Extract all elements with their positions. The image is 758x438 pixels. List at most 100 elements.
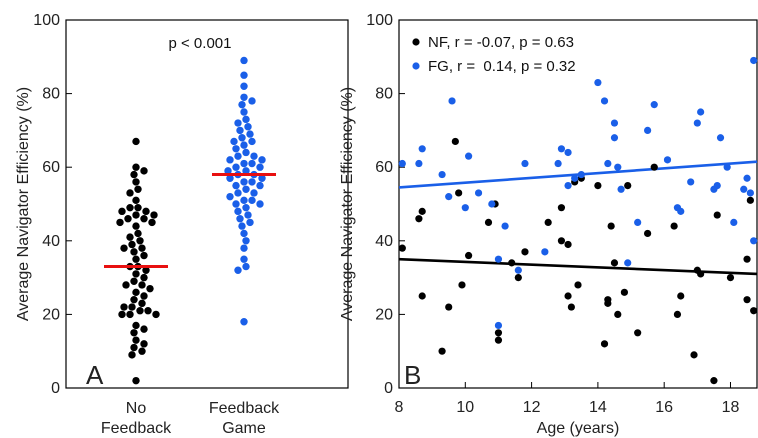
fg-age-point bbox=[494, 255, 503, 263]
nf-point bbox=[140, 340, 148, 348]
nf-point bbox=[132, 270, 140, 278]
fg-point bbox=[240, 178, 248, 186]
nf-point bbox=[132, 196, 140, 205]
nf-age-point bbox=[673, 310, 682, 318]
nf-point bbox=[120, 244, 128, 252]
nf-point bbox=[128, 351, 136, 359]
fg-point bbox=[248, 178, 256, 186]
fg-age-point bbox=[600, 97, 609, 105]
fg-age-point bbox=[448, 97, 456, 105]
nf-age-point bbox=[557, 237, 566, 245]
nf-point bbox=[134, 229, 142, 238]
nf-point bbox=[140, 292, 148, 300]
y-tick-label-a: 20 bbox=[42, 306, 60, 323]
fg-age-point bbox=[514, 266, 522, 274]
nf-point bbox=[126, 233, 134, 241]
nf-point bbox=[132, 163, 140, 171]
fg-age-point bbox=[577, 170, 585, 179]
fg-point bbox=[240, 318, 248, 326]
x-tick-label-b: 10 bbox=[456, 399, 474, 416]
legend-label-fg: FG, r = 0.14, p = 0.32 bbox=[428, 58, 576, 75]
fg-point bbox=[246, 130, 254, 138]
fg-age-point bbox=[677, 207, 685, 215]
fg-age-point bbox=[644, 126, 652, 134]
nf-point bbox=[138, 244, 146, 252]
fg-point bbox=[242, 262, 250, 271]
nf-age-point bbox=[494, 336, 503, 344]
panel-b-frame bbox=[398, 19, 758, 389]
y-tick-label-a: 100 bbox=[33, 12, 60, 29]
fg-point bbox=[240, 196, 248, 205]
panel-a-label: A bbox=[86, 360, 104, 390]
fg-point bbox=[240, 159, 248, 168]
nf-age-point bbox=[574, 281, 582, 289]
fg-age-point bbox=[730, 218, 738, 226]
fg-age-point bbox=[663, 156, 672, 164]
nf-age-point bbox=[494, 329, 503, 337]
nf-point bbox=[118, 310, 126, 319]
panel-a-frame bbox=[65, 19, 349, 389]
fg-age-point bbox=[465, 152, 473, 160]
fg-point bbox=[240, 229, 248, 238]
legend-marker-fg bbox=[412, 62, 420, 70]
nf-point bbox=[132, 255, 140, 263]
fg-age-point bbox=[610, 134, 619, 142]
fg-point bbox=[248, 137, 256, 146]
y-tick-label-b: 100 bbox=[366, 12, 393, 29]
nf-point bbox=[144, 307, 152, 315]
fg-point bbox=[250, 189, 258, 197]
nf-point bbox=[128, 240, 136, 249]
y-tick-label-a: 80 bbox=[42, 86, 60, 103]
fg-age-point bbox=[438, 170, 446, 179]
nf-age-point bbox=[544, 218, 552, 226]
nf-age-point bbox=[743, 255, 751, 263]
nf-age-point bbox=[415, 215, 423, 223]
nf-point bbox=[150, 211, 158, 219]
nf-age-point bbox=[690, 351, 698, 359]
fg-age-point bbox=[474, 189, 483, 197]
fg-age-point bbox=[750, 237, 758, 245]
fg-point bbox=[236, 215, 244, 223]
nf-point bbox=[140, 167, 148, 175]
nf-point bbox=[130, 329, 138, 337]
y-tick-label-a: 0 bbox=[51, 380, 60, 397]
fg-age-point bbox=[693, 119, 701, 127]
fg-point bbox=[240, 82, 248, 90]
nf-age-point bbox=[514, 274, 522, 282]
nf-age-point bbox=[604, 299, 612, 307]
fg-age-point bbox=[750, 56, 758, 65]
nf-point bbox=[130, 343, 138, 352]
nf-point bbox=[132, 222, 140, 230]
nf-point bbox=[148, 218, 156, 227]
nf-point bbox=[146, 284, 154, 293]
panel-b-xlabel: Age (years) bbox=[537, 420, 620, 437]
fg-age-point bbox=[687, 178, 695, 186]
fg-age-point bbox=[554, 159, 562, 168]
nf-age-point bbox=[438, 347, 446, 355]
fg-age-point bbox=[557, 145, 566, 153]
nf-age-point bbox=[508, 259, 516, 267]
fg-point bbox=[232, 200, 240, 208]
fg-point bbox=[248, 97, 256, 105]
fg-age-point bbox=[697, 108, 705, 116]
nf-point bbox=[134, 185, 142, 193]
fg-point bbox=[242, 203, 250, 212]
fg-age-point bbox=[713, 182, 721, 190]
fg-age-point bbox=[617, 185, 625, 193]
nf-point bbox=[124, 215, 132, 223]
nf-point bbox=[132, 211, 140, 219]
nf-point bbox=[140, 215, 148, 223]
nf-point bbox=[130, 170, 138, 179]
fg-age-point bbox=[564, 148, 572, 157]
fg-age-point bbox=[521, 159, 529, 168]
nf-age-point bbox=[750, 307, 758, 315]
fg-point bbox=[240, 93, 248, 101]
fg-point bbox=[258, 156, 266, 164]
fg-point bbox=[240, 56, 248, 65]
nf-point bbox=[132, 137, 140, 146]
nf-age-point bbox=[713, 211, 721, 219]
nf-point bbox=[134, 203, 142, 212]
fg-point bbox=[248, 159, 256, 168]
nf-point bbox=[128, 303, 136, 311]
nf-age-point bbox=[557, 204, 566, 212]
